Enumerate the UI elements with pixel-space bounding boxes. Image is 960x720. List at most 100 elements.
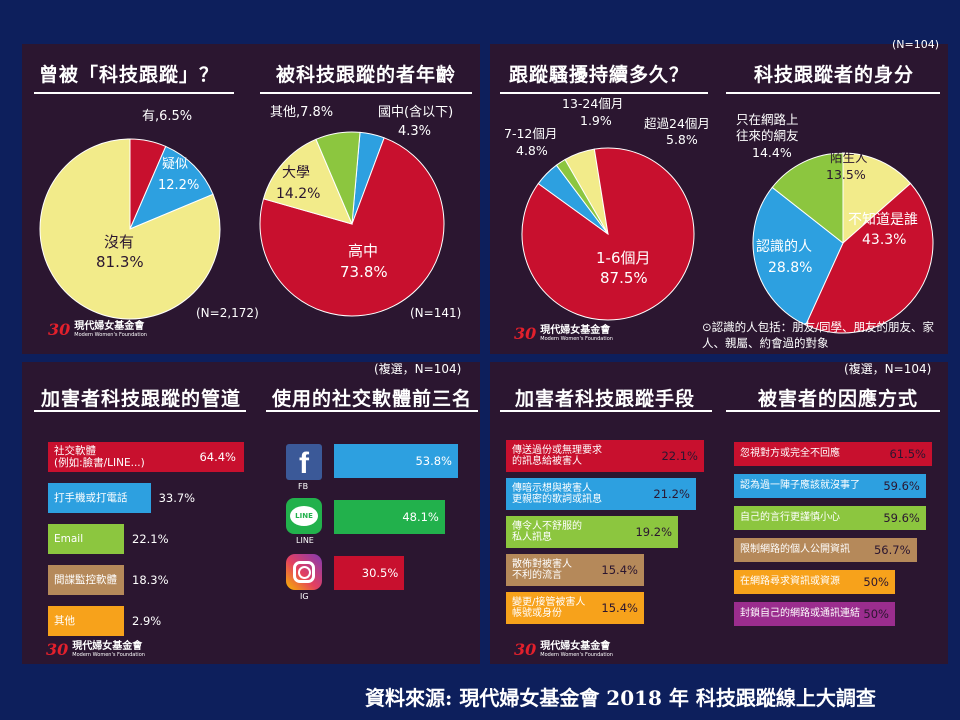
source-caption: 資料來源: 現代婦女基金會 2018 年 科技跟蹤線上大調查 [365, 686, 876, 710]
bar: 忽視對方或完全不回應 61.5% [734, 442, 932, 466]
pie-label: 87.5% [600, 269, 648, 287]
pie-label: 認識的人 [756, 239, 812, 255]
bar: 在網路尋求資訊或資源 50% [734, 570, 895, 594]
chart-title-methods: 加害者科技跟蹤手段 [514, 388, 695, 410]
bar-value: 2.9% [132, 614, 162, 628]
pie-slice-13-24個月 [555, 158, 609, 235]
bar: 其他 2.9% [48, 606, 161, 636]
bar: 53.8% [334, 444, 458, 478]
foundation-logo: 30 現代婦女基金會 Modern Women's Foundation [46, 640, 145, 659]
bar-value: 33.7% [158, 491, 196, 505]
pie-label: 81.3% [96, 253, 144, 271]
bar-label: 限制網路的個人公開資訊 [740, 544, 850, 556]
title-underline [726, 92, 940, 94]
bar-value: 22.1% [661, 449, 698, 463]
bar-label: 傳令人不舒服的 私人訊息 [512, 520, 582, 544]
pie-label: 高中 [348, 242, 378, 260]
title-underline [726, 410, 940, 412]
bar-value: 30.5% [361, 566, 399, 580]
pie-label: 沒有 [104, 233, 134, 251]
bar: 認為過一陣子應該就沒事了 59.6% [734, 474, 926, 498]
bar: 傳送過份或無理要求 的訊息給被害人 22.1% [506, 440, 704, 472]
panel-bottom-left: (複選，N=104) 加害者科技跟蹤的管道 使用的社交軟體前三名 社交軟體 (例… [22, 362, 480, 664]
bar-label: 散佈對被害人 不利的流言 [512, 558, 572, 582]
logo-name-en: Modern Women's Foundation [540, 335, 613, 342]
pie-slice-其他 [315, 131, 361, 225]
bar: 傳暗示想與被害人 更親密的歌詞或訊息 21.2% [506, 478, 696, 510]
pie-label: 28.8% [768, 260, 812, 276]
sample-size-note: (N=104) [892, 38, 940, 51]
pie-label: 43.3% [862, 232, 906, 248]
pie-label: 4.3% [398, 124, 431, 139]
chart-title-social-top3: 使用的社交軟體前三名 [271, 388, 472, 410]
bar-value: 48.1% [402, 510, 439, 524]
bar-label: 間諜監控軟體 [54, 573, 117, 586]
pie-duration: 13-24個月 1.9% 7-12個月 4.8% 超過24個月 5.8% 1-6… [504, 96, 934, 334]
bar-label: 忽視對方或完全不回應 [740, 448, 840, 460]
bar-label: 在網路尋求資訊或資源 [740, 576, 840, 588]
foundation-logo: 30 現代婦女基金會 Modern Women's Foundation [48, 320, 147, 339]
bar-value: 22.1% [132, 532, 169, 546]
title-underline [34, 410, 246, 412]
bar-value: 59.6% [883, 511, 920, 525]
pie-label: 14.4% [752, 145, 792, 160]
panel-top-left: 曾被「科技跟蹤」？ 被科技跟蹤的者年齡 有,6.5% 疑似 12.2% 沒有 8… [22, 44, 480, 354]
bar-label: 自己的言行更謹慎小心 [740, 512, 840, 524]
bar-label: 封鎖自己的網路或通訊連結 [740, 608, 860, 620]
bar: 封鎖自己的網路或通訊連結 50% [734, 602, 895, 626]
bar-label: 打手機或打電話 [54, 491, 128, 504]
bar-value: 50% [863, 607, 889, 621]
bar-value: 53.8% [415, 454, 452, 468]
bar: 傳令人不舒服的 私人訊息 19.2% [506, 516, 679, 548]
bar-value: 61.5% [889, 447, 926, 461]
pie-label: 陌生人 [830, 150, 868, 165]
pie-label: 7-12個月 [504, 126, 557, 141]
pie-label: 5.8% [666, 132, 698, 147]
bar: 散佈對被害人 不利的流言 15.4% [506, 554, 644, 586]
title-underline [266, 410, 478, 412]
bar-label: 認為過一陣子應該就沒事了 [740, 480, 860, 492]
bar-label: 變更/接管被害人 帳號或身份 [512, 596, 586, 620]
foundation-logo: 30 現代婦女基金會 Modern Women's Foundation [514, 324, 613, 343]
pie-slice-認識的人 [752, 186, 844, 326]
bar-value: 21.2% [653, 487, 690, 501]
pie-label: 國中(含以下) [378, 104, 453, 120]
bar: 30.5% [334, 556, 405, 590]
logo-name: 現代婦女基金會 [540, 640, 611, 652]
bar: 限制網路的個人公開資訊 56.7% [734, 538, 917, 562]
logo-mark: 30 [514, 640, 537, 659]
pie-slice-大學 [262, 138, 353, 225]
bar-value: 50% [863, 575, 889, 589]
bar: 48.1% [334, 500, 445, 534]
pie-stalked: 有,6.5% 疑似 12.2% 沒有 81.3% 其他,7.8% 國中(含以下)… [39, 104, 453, 320]
chart-title-duration: 跟蹤騷擾持續多久？ [508, 64, 689, 86]
logo-name-en: Modern Women's Foundation [540, 651, 613, 658]
logo-mark: 30 [46, 640, 69, 659]
pie-slice-沒有 [39, 138, 221, 320]
sample-size-note: (複選，N=104) [374, 362, 462, 376]
pie-label: 只在網路上 [736, 112, 799, 127]
panel-bottom-right: (複選，N=104) 加害者科技跟蹤手段 被害者的因應方式 傳送過份或無理要求 … [490, 362, 948, 664]
pie-slice-不知道是誰 [805, 182, 934, 334]
bar-value: 56.7% [873, 543, 911, 557]
bar: 自己的言行更謹慎小心 59.6% [734, 506, 926, 530]
logo-name: 現代婦女基金會 [72, 640, 143, 652]
sample-size-note: (N=141) [410, 306, 462, 320]
foundation-logo: 30 現代婦女基金會 Modern Women's Foundation [514, 640, 613, 659]
bar: 變更/接管被害人 帳號或身份 15.4% [506, 592, 644, 624]
logo-name: 現代婦女基金會 [540, 324, 611, 336]
bar-value: 59.6% [883, 479, 920, 493]
identity-footnote: ⊙認識的人包括：朋友/同學、朋友的朋友、家人、親屬、約會過的對象 [702, 320, 935, 350]
pie-label: 1.9% [580, 113, 612, 128]
sample-size-note: (複選，N=104) [844, 362, 932, 376]
bar: 間諜監控軟體 18.3% [48, 565, 169, 595]
pie-label: 其他,7.8% [270, 105, 333, 120]
bar-value: 18.3% [132, 573, 169, 587]
logo-name: 現代婦女基金會 [74, 320, 145, 332]
title-underline [500, 410, 712, 412]
facebook-icon: f [286, 444, 322, 480]
chart-title-stalked: 曾被「科技跟蹤」？ [38, 64, 219, 86]
bar-value: 15.4% [601, 563, 638, 577]
bar-label: 傳送過份或無理要求 的訊息給被害人 [512, 444, 602, 468]
bar-label: 傳暗示想與被害人 更親密的歌詞或訊息 [512, 482, 602, 506]
